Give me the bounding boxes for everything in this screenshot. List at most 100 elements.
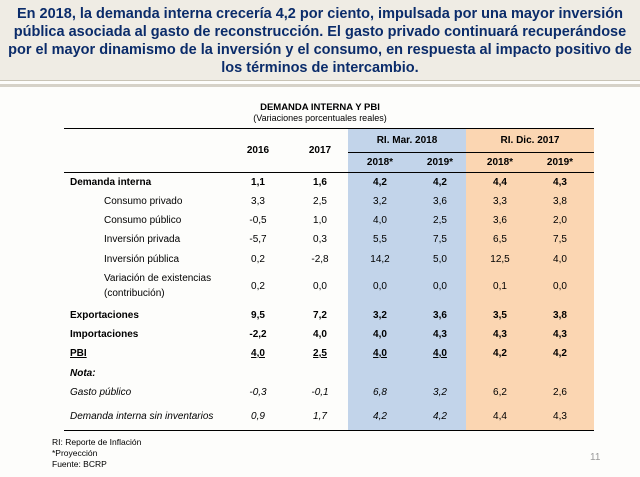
table-cell: 0,0 xyxy=(553,281,567,292)
table-cell: 3,6 xyxy=(433,310,447,321)
footnote-ri: RI: Reporte de Inflación xyxy=(52,437,142,447)
table-cell: 4,0 xyxy=(433,348,447,359)
table-cell: 3,2 xyxy=(433,387,447,398)
table-cell: 3,8 xyxy=(553,196,567,207)
table-cell: 2,5 xyxy=(313,196,327,207)
table-title: DEMANDA INTERNA Y PBI xyxy=(260,102,380,113)
table-cell: 6,5 xyxy=(493,234,507,245)
header-group-dic: RI. Dic. 2017 xyxy=(500,135,560,146)
row-label: Inversión pública xyxy=(104,254,180,265)
row-label: Consumo público xyxy=(104,215,182,226)
row-label: Inversión privada xyxy=(104,234,181,245)
table-cell: 4,2 xyxy=(493,348,507,359)
table-cell: 1,0 xyxy=(313,215,327,226)
table-cell: 3,2 xyxy=(373,310,387,321)
table-cell: 4,2 xyxy=(373,177,387,188)
table-cell: 4,0 xyxy=(373,329,387,340)
table-cell: 0,1 xyxy=(493,281,507,292)
table-cell: 1,7 xyxy=(313,411,327,422)
table-cell: 4,3 xyxy=(433,329,447,340)
header-dic-2018: 2018* xyxy=(486,157,514,168)
table-cell: 0,0 xyxy=(313,281,327,292)
table-cell: 3,6 xyxy=(433,196,447,207)
table-cell: 4,0 xyxy=(553,254,567,265)
table-cell: 0,9 xyxy=(251,411,265,422)
row-label: Exportaciones xyxy=(70,310,139,321)
row-label: Nota: xyxy=(70,368,96,379)
table-cell: 4,3 xyxy=(553,177,567,188)
table-bottom-rule xyxy=(64,430,594,431)
footnote-fuente: Fuente: BCRP xyxy=(52,459,107,469)
table-cell: 7,2 xyxy=(313,310,327,321)
table-cell: 4,2 xyxy=(553,348,567,359)
table-cell: 4,2 xyxy=(433,411,447,422)
table-cell: 9,5 xyxy=(251,310,265,321)
table-cell: 6,2 xyxy=(493,387,507,398)
table-cell: 0,2 xyxy=(251,281,265,292)
table-cell: 14,2 xyxy=(370,254,390,265)
table-cell: 3,2 xyxy=(373,196,387,207)
column-group-mar-background xyxy=(348,128,466,430)
table-cell: -0,5 xyxy=(249,215,267,226)
table-cell: 4,0 xyxy=(373,348,387,359)
header-dic-2019: 2019* xyxy=(546,157,574,168)
table-cell: 0,0 xyxy=(373,281,387,292)
row-label: Consumo privado xyxy=(104,196,183,207)
table-cell: 7,5 xyxy=(433,234,447,245)
table-cell: 4,2 xyxy=(373,411,387,422)
header-mar-2019: 2019* xyxy=(426,157,454,168)
table-cell: 0,0 xyxy=(433,281,447,292)
row-label: Gasto público xyxy=(70,387,132,398)
row-label: Importaciones xyxy=(70,329,139,340)
table-cell: 4,0 xyxy=(373,215,387,226)
header-2017: 2017 xyxy=(308,145,332,156)
slide-title: En 2018, la demanda interna crecería 4,2… xyxy=(8,6,632,76)
table-cell: 4,4 xyxy=(493,411,507,422)
footnote-proyeccion: *Proyección xyxy=(52,448,98,458)
table-cell: 12,5 xyxy=(490,254,510,265)
column-group-dic-background xyxy=(466,128,594,430)
table-cell: 3,8 xyxy=(553,310,567,321)
table-subtitle: (Variaciones porcentuales reales) xyxy=(253,113,387,123)
table-cell: 2,6 xyxy=(553,387,567,398)
row-label: Demanda interna sin inventarios xyxy=(70,411,214,422)
row-label: PBI xyxy=(70,348,87,359)
table-cell: 1,1 xyxy=(251,177,265,188)
table-cell: 4,2 xyxy=(433,177,447,188)
header-mar-2018: 2018* xyxy=(366,157,394,168)
row-label: Demanda interna xyxy=(70,177,152,188)
table-cell: 4,4 xyxy=(493,177,507,188)
group-header-rule xyxy=(348,152,594,153)
table-cell: 3,3 xyxy=(493,196,507,207)
header-2016: 2016 xyxy=(246,145,270,156)
table-cell: 4,3 xyxy=(553,329,567,340)
table-cell: 6,8 xyxy=(373,387,387,398)
row-label: Variación de existencias xyxy=(104,273,212,284)
table-cell: -0,1 xyxy=(311,387,329,398)
header-bottom-rule xyxy=(64,172,594,173)
table-cell: -2,2 xyxy=(249,329,267,340)
table-cell: -5,7 xyxy=(249,234,267,245)
table-cell: -0,3 xyxy=(249,387,267,398)
table-cell: 5,0 xyxy=(433,254,447,265)
header-divider xyxy=(0,84,640,87)
table-cell: 4,3 xyxy=(553,411,567,422)
table-cell: 7,5 xyxy=(553,234,567,245)
table-cell: 4,0 xyxy=(313,329,327,340)
table-cell: 3,3 xyxy=(251,196,265,207)
table-cell: 0,2 xyxy=(251,254,265,265)
table-cell: 3,6 xyxy=(493,215,507,226)
slide-header: En 2018, la demanda interna crecería 4,2… xyxy=(0,0,640,81)
table-cell: 1,6 xyxy=(313,177,327,188)
table-cell: 2,0 xyxy=(553,215,567,226)
table-cell: 4,0 xyxy=(251,348,265,359)
table-cell: 4,3 xyxy=(493,329,507,340)
table-cell: 2,5 xyxy=(313,348,327,359)
table-cell: 0,3 xyxy=(313,234,327,245)
table-cell: 3,5 xyxy=(493,310,507,321)
table-cell: -2,8 xyxy=(311,254,329,265)
table-cell: 5,5 xyxy=(373,234,387,245)
header-group-mar: RI. Mar. 2018 xyxy=(376,135,438,146)
table-top-rule xyxy=(64,128,594,129)
row-label-continued: (contribución) xyxy=(104,288,165,299)
